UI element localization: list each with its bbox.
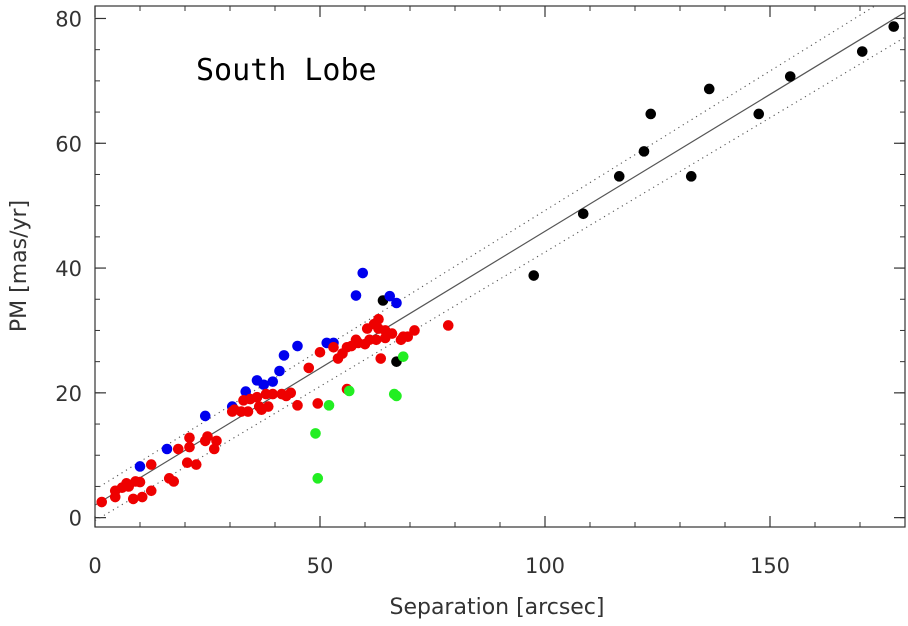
black-point (685, 171, 697, 182)
red-point (312, 398, 324, 409)
red-point (168, 476, 180, 487)
red-point (292, 400, 303, 411)
red-point (262, 401, 274, 412)
red-point (373, 313, 384, 325)
y-tick-label: 80 (55, 7, 82, 31)
x-axis-label: Separation [arcsec] (389, 595, 604, 620)
red-point (145, 485, 157, 497)
red-point (190, 459, 202, 470)
y-tick-label: 40 (55, 257, 82, 281)
black-point (577, 208, 589, 220)
red-point (184, 432, 195, 444)
blue-point (161, 443, 173, 455)
red-point (184, 441, 195, 453)
red-point (370, 334, 382, 346)
blue-point (274, 365, 285, 377)
black-point (888, 21, 900, 32)
red-point (211, 435, 222, 447)
black-point (638, 146, 650, 157)
x-tick-label: 50 (307, 554, 334, 578)
black-point (613, 171, 625, 182)
red-point (375, 353, 387, 364)
red-point (303, 362, 315, 374)
red-point (127, 493, 139, 505)
red-point (402, 331, 414, 342)
black-point (753, 108, 765, 120)
data-points (96, 21, 900, 508)
blue-point (258, 379, 270, 391)
red-point (208, 443, 220, 455)
y-axis-label: PM [mas/yr] (7, 200, 32, 332)
red-point (202, 431, 213, 442)
red-point (386, 328, 398, 339)
y-tick-label: 0 (69, 507, 82, 531)
red-point (328, 342, 339, 353)
blue-point (267, 376, 279, 387)
black-point (703, 83, 715, 95)
green-point (310, 428, 321, 439)
black-point (784, 71, 796, 82)
y-tick-labels: 0 20 40 60 80 (55, 7, 82, 530)
red-point (134, 476, 146, 488)
fit-line (95, 11, 905, 506)
blue-point (357, 267, 369, 279)
y-tick-label: 20 (55, 382, 82, 406)
green-point (397, 351, 409, 362)
green-point (323, 400, 335, 411)
red-point (314, 346, 326, 358)
x-tick-label: 150 (750, 554, 790, 578)
red-point (172, 443, 184, 455)
green-point (343, 385, 355, 397)
x-tick-labels: 0 50 100 150 (88, 554, 790, 578)
blue-point (384, 290, 396, 302)
blue-point (292, 340, 303, 352)
red-point (181, 457, 193, 469)
red-point (242, 406, 254, 417)
green-point (312, 473, 324, 484)
lower-bound-line (95, 36, 905, 522)
red-point (145, 459, 157, 470)
y-tick-label: 60 (55, 132, 82, 156)
green-point (391, 390, 402, 402)
red-point (409, 325, 420, 336)
x-tick-label: 100 (525, 554, 565, 578)
reference-lines (95, 6, 905, 522)
black-point (645, 108, 657, 120)
blue-point (278, 350, 290, 361)
red-point (136, 491, 148, 503)
blue-point (134, 461, 146, 472)
blue-point (199, 410, 211, 422)
major-ticks (94, 6, 905, 527)
red-point (251, 391, 263, 403)
black-point (856, 46, 868, 57)
red-point (285, 387, 297, 399)
blue-point (391, 297, 402, 309)
blue-point (350, 290, 362, 301)
x-tick-label: 0 (88, 554, 101, 578)
red-point (96, 496, 108, 508)
red-point (267, 388, 279, 400)
chart-annotation: South Lobe (196, 53, 377, 88)
black-point (528, 270, 540, 281)
red-point (442, 320, 454, 331)
